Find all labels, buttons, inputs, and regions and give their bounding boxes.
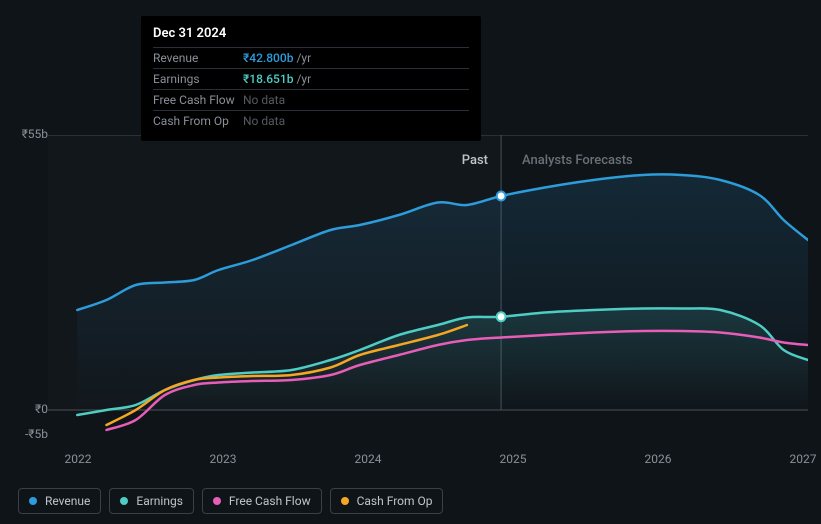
legend-label: Cash From Op [357, 494, 433, 508]
y-axis-label: ₹55b [22, 127, 48, 141]
tooltip-row-label: Revenue [153, 51, 243, 65]
tooltip-row: Cash From OpNo data [153, 110, 469, 131]
tooltip-row-label: Free Cash Flow [153, 93, 243, 107]
tooltip-row-label: Cash From Op [153, 114, 243, 128]
chart-tooltip: Dec 31 2024 Revenue₹42.800b/yrEarnings₹1… [141, 16, 481, 141]
tooltip-date: Dec 31 2024 [153, 26, 469, 41]
tooltip-rows: Revenue₹42.800b/yrEarnings₹18.651b/yrFre… [153, 47, 469, 131]
legend-item-cash-from-op[interactable]: Cash From Op [330, 488, 444, 514]
tooltip-row: Earnings₹18.651b/yr [153, 68, 469, 89]
legend-dot [29, 497, 37, 505]
legend-dot [341, 497, 349, 505]
x-axis-label: 2027 [790, 452, 817, 466]
legend-item-free-cash-flow[interactable]: Free Cash Flow [202, 488, 322, 514]
chart-svg [48, 135, 808, 435]
x-axis-label: 2025 [500, 452, 527, 466]
past-label: Past [462, 153, 488, 168]
x-axis-label: 2024 [355, 452, 382, 466]
tooltip-row-value: No data [243, 114, 285, 128]
legend-item-earnings[interactable]: Earnings [109, 488, 194, 514]
x-axis-label: 2026 [645, 452, 672, 466]
tooltip-row-value: ₹18.651b [243, 72, 293, 86]
tooltip-row-unit: /yr [296, 72, 311, 86]
legend: Revenue Earnings Free Cash Flow Cash From O… [18, 488, 443, 514]
legend-dot [120, 497, 128, 505]
tooltip-row-unit: /yr [296, 51, 311, 65]
tooltip-row: Revenue₹42.800b/yr [153, 47, 469, 68]
y-axis-label: ₹0 [35, 402, 48, 416]
y-axis-label: -₹5b [25, 427, 48, 441]
legend-item-revenue[interactable]: Revenue [18, 488, 101, 514]
forecast-label: Analysts Forecasts [522, 153, 633, 168]
tooltip-row-value: ₹42.800b [243, 51, 293, 65]
legend-label: Free Cash Flow [229, 494, 311, 508]
x-axis-label: 2023 [210, 452, 237, 466]
tooltip-row-value: No data [243, 93, 285, 107]
tooltip-row: Free Cash FlowNo data [153, 89, 469, 110]
x-axis-label: 2022 [65, 452, 92, 466]
chart-area[interactable]: ₹55b₹0-₹5b 202220232024202520262027 Past… [18, 125, 808, 445]
legend-dot [213, 497, 221, 505]
legend-label: Revenue [45, 494, 90, 508]
tooltip-row-label: Earnings [153, 72, 243, 86]
legend-label: Earnings [136, 494, 183, 508]
